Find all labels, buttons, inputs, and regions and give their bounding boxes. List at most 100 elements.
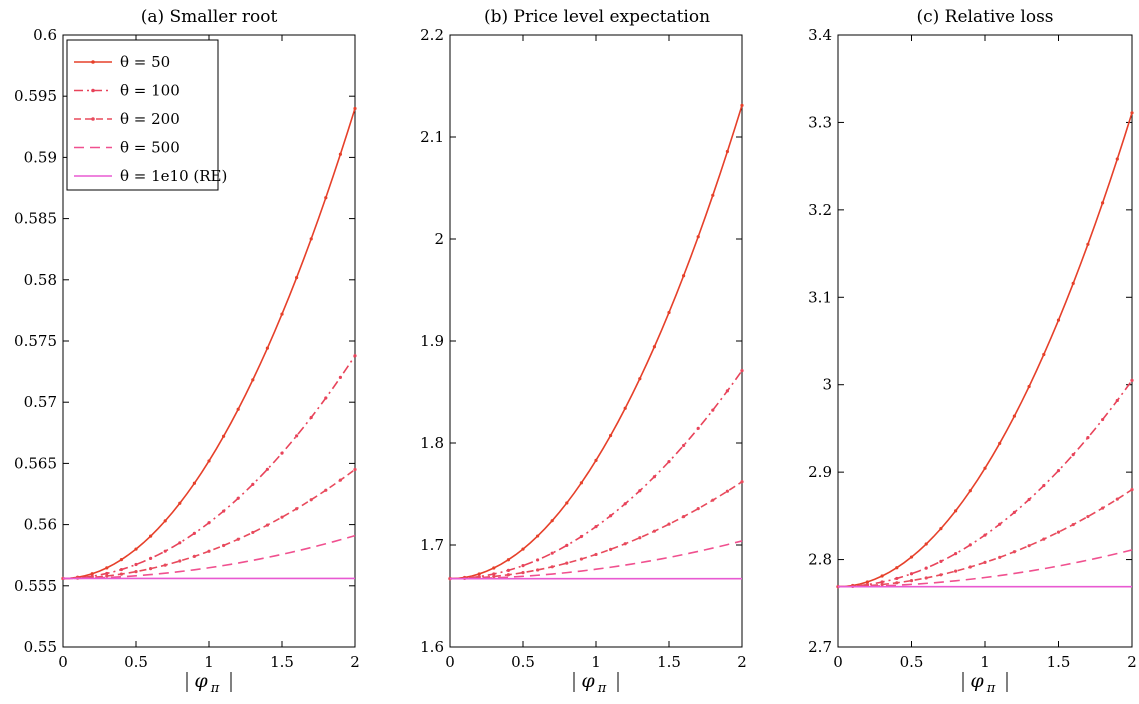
panel-a-series-point-1 <box>105 566 109 570</box>
panel-c-series-point-2 <box>924 566 928 570</box>
panel-a-series-point-1 <box>149 534 153 538</box>
panel-a-series-point-2 <box>309 415 313 420</box>
panel-b-series-point-1 <box>623 406 627 410</box>
panel-a-series-point-2 <box>353 354 357 358</box>
panel-b-y-tick-label: 1.6 <box>420 638 444 656</box>
panel-c-y-tick-label: 3 <box>822 376 832 394</box>
panel-b-series-point-1 <box>682 274 686 278</box>
panel-b-series-point-3 <box>667 522 671 526</box>
panel-c-y-tick-label: 3.4 <box>808 26 832 44</box>
panel-a-series-point-3 <box>309 498 313 502</box>
panel-b-series-point-1 <box>536 534 540 538</box>
panel-b-x-axis-label: φ π <box>573 670 619 696</box>
panel-a-series-point-2 <box>192 531 196 535</box>
panel-a-series-point-2 <box>324 396 328 400</box>
panel-b-series-point-2 <box>740 368 744 373</box>
svg-text:φ: φ <box>581 670 595 692</box>
panel-a-series-point-3 <box>134 570 138 574</box>
panel-a-series-point-1 <box>338 152 342 156</box>
panel-c-series-point-1 <box>939 527 943 531</box>
panel-b-x-tick-label: 0 <box>445 653 455 671</box>
panel-a-series-point-2 <box>134 562 138 567</box>
panel-c-series-point-2 <box>1056 469 1061 473</box>
panel-c-series-point-3 <box>939 573 943 577</box>
legend-marker-3 <box>91 117 95 121</box>
panel-c-series-point-1 <box>1056 318 1061 322</box>
panel-c-series-point-1 <box>983 466 987 470</box>
legend-entry-4: θ = 500 <box>120 139 180 157</box>
panel-b-series-point-2 <box>550 551 554 555</box>
panel-a-series-point-3 <box>105 574 109 578</box>
panel-c-series-point-1 <box>1027 384 1031 389</box>
panel-a-series-point-3 <box>119 572 123 576</box>
panel-b-series-point-2 <box>667 460 671 464</box>
panel-b-series-point-1 <box>477 572 481 576</box>
panel-b-series-point-3 <box>536 568 540 572</box>
panel-a-series-point-1 <box>265 346 269 350</box>
panel-a-series-point-1 <box>295 276 299 280</box>
panel-a-y-tick-label: 0.595 <box>14 87 57 105</box>
panel-c-y-tick-label: 3.1 <box>808 288 832 306</box>
panel-b-series-point-1 <box>652 345 657 349</box>
panel-a-series-point-1 <box>280 312 284 316</box>
panel-c-series-point-3 <box>1027 544 1031 548</box>
panel-c-series-point-3 <box>1101 506 1105 510</box>
panel-a-series-point-2 <box>295 434 299 438</box>
panel-c-series-point-2 <box>1042 483 1046 488</box>
panel-c: (c) Relative loss φ π 0 0.5 1 1.5 2 2.7 2.8 2.9… <box>808 7 1137 696</box>
panel-c-series-point-3 <box>880 582 884 587</box>
panel-b-series-point-2 <box>594 525 598 529</box>
panel-c-series-point-2 <box>1012 510 1017 514</box>
panel-c-series-point-1 <box>1042 352 1046 357</box>
panel-b-x-tick-label: 2 <box>737 653 747 671</box>
panel-b-y-tick-label: 2.2 <box>420 26 444 44</box>
panel-c-series-point-3 <box>909 579 914 583</box>
panel-c-series-line-3 <box>837 488 1133 588</box>
legend-marker-1 <box>91 60 95 64</box>
panel-b-series-point-3 <box>565 561 569 565</box>
panel-b-y-tick-label: 2.1 <box>420 128 444 146</box>
panel-a-series-point-1 <box>236 407 240 411</box>
panel-b-series-point-3 <box>638 536 642 540</box>
panel-b-series-point-1 <box>725 149 730 154</box>
panel-a-x-axis-label: φ π <box>186 670 232 696</box>
panel-a-series-point-1 <box>207 459 211 463</box>
svg-text:φ: φ <box>970 670 984 692</box>
panel-b-series-point-3 <box>492 574 496 579</box>
panel-b-series-point-2 <box>506 568 510 572</box>
panel-b-series-point-1 <box>711 193 715 197</box>
panel-a-y-tick-label: 0.55 <box>24 638 57 656</box>
panel-a-series-point-2 <box>265 467 269 471</box>
panel-a-y-tick-label: 0.56 <box>24 516 57 534</box>
panel-a-y-tick-label: 0.555 <box>14 577 57 595</box>
panel-c-series-point-1 <box>968 489 972 493</box>
legend-entry-5: θ = 1e10 (RE) <box>120 167 227 185</box>
panel-b-series-point-2 <box>536 558 540 562</box>
panel-b-x-tick-label: 1.5 <box>657 653 681 671</box>
panel-a-series-point-2 <box>280 451 284 455</box>
panel-a-y-tick-label: 0.565 <box>14 454 57 472</box>
panel-b-series-point-1 <box>550 519 554 523</box>
legend-marker-2 <box>91 88 95 93</box>
panel-c-series-point-1 <box>909 555 914 559</box>
panel-c-series-point-3 <box>998 555 1002 559</box>
panel-b-series-point-3 <box>506 573 510 577</box>
panel-c-series-point-2 <box>968 543 972 547</box>
panel-c-y-tick-label: 3.3 <box>808 113 832 131</box>
panel-c-series-point-3 <box>983 560 987 565</box>
panel-b-series-point-2 <box>565 543 569 547</box>
panel-a-series-point-2 <box>236 496 240 500</box>
panel-b-series-point-1 <box>506 558 510 562</box>
panel-b-series-point-3 <box>740 480 744 484</box>
panel-a-x-tick-label: 0.5 <box>124 653 148 671</box>
panel-b-series-point-3 <box>579 557 584 561</box>
panel-c-series-line-2 <box>837 379 1133 588</box>
panel-b-series-point-1 <box>521 547 525 551</box>
panel-b-series-point-3 <box>550 565 554 569</box>
panel-a-x-tick-label: 1.5 <box>270 653 294 671</box>
panel-b-y-tick-label: 1.7 <box>420 536 444 554</box>
panel-c-series-point-2 <box>1071 453 1075 457</box>
legend-box <box>66 39 219 191</box>
panel-c-series-point-1 <box>1130 111 1134 115</box>
